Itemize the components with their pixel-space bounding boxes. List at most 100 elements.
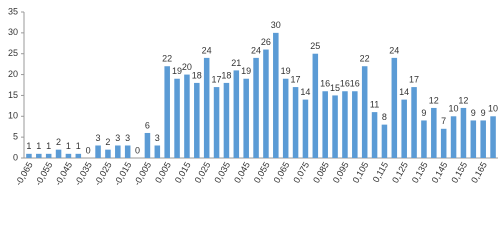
x-tick-label: 0,095 [331,160,351,185]
data-label: 14 [399,87,409,97]
bar [253,57,259,159]
bar [203,57,210,159]
x-tick-label: 0,085 [311,160,331,185]
bar [26,153,32,158]
bar [490,116,496,158]
bar [342,91,348,158]
bar [381,124,388,158]
x-tick-label: -0,065 [13,160,34,187]
data-label: 9 [471,108,476,118]
data-label: 3 [115,133,120,143]
bar [440,128,447,158]
bar [174,78,180,158]
data-label: 30 [271,20,281,30]
data-label: 18 [192,70,202,80]
data-label: 15 [330,83,340,93]
data-label: 24 [389,45,399,55]
bar [361,66,368,158]
y-tick-label: 35 [8,6,18,16]
x-tick-label: -0,055 [33,160,54,187]
bar [431,107,437,158]
data-label: 8 [382,112,387,122]
bar [322,91,328,158]
bar [45,153,52,158]
bar [36,153,42,158]
bar [184,74,190,158]
x-tick-label: 0,015 [173,160,193,185]
data-label: 9 [421,108,426,118]
x-tick-label: 0,075 [291,160,311,185]
y-tick-label: 15 [8,90,18,100]
bar [411,87,417,158]
x-tick-label: -0,025 [92,160,113,187]
y-tick-label: 30 [8,27,18,37]
x-tick-label: 0,045 [232,160,252,185]
bar [312,53,319,158]
bar [302,99,309,158]
data-label: 12 [458,95,468,105]
bar [480,120,486,158]
y-tick-label: 5 [13,132,18,142]
data-label: 12 [429,95,439,105]
bar [332,95,338,158]
data-label: 11 [370,99,379,109]
bar [75,153,82,158]
data-label: 17 [291,74,301,84]
data-label: 10 [488,104,498,114]
bar [95,145,101,158]
x-tick-label: 0,125 [390,160,410,185]
bar [292,87,299,158]
data-label: 24 [202,45,212,55]
data-label: 17 [212,74,222,84]
data-label: 24 [251,45,261,55]
data-label: 3 [155,133,160,143]
data-label: 17 [409,74,419,84]
data-label: 19 [281,66,291,76]
bar [352,91,358,158]
data-label: 18 [221,70,231,80]
x-tick-label: 0,035 [212,160,232,185]
data-label: 6 [145,120,150,130]
data-label: 10 [449,104,459,114]
bar [460,107,467,158]
x-tick-label: -0,045 [53,160,74,187]
x-tick-label: 0,055 [252,160,272,185]
bar [65,153,72,158]
data-label: 1 [26,141,31,151]
data-label: 3 [96,133,101,143]
data-label: 22 [360,54,370,64]
bar [154,145,161,158]
data-label: 20 [182,62,192,72]
x-tick-label: -0,035 [73,160,94,187]
x-tick-label: 0,105 [351,160,371,185]
data-label: 16 [320,79,330,89]
data-label: 0 [135,145,140,155]
x-tick-label: 0,025 [193,160,213,185]
y-tick-label: 0 [13,152,18,162]
y-tick-label: 10 [8,111,18,121]
data-label: 2 [56,137,61,147]
bar [401,99,407,158]
bar [263,49,269,158]
data-label: 22 [162,54,172,64]
data-label: 1 [76,141,81,151]
data-label: 25 [310,41,320,51]
data-label: 19 [241,66,251,76]
data-label: 7 [441,116,446,126]
bar [391,57,398,159]
bar [124,145,131,158]
x-tick-label: 0,065 [272,160,292,185]
data-label: 21 [231,58,241,68]
x-tick-label: 0,115 [371,160,391,184]
y-tick-label: 25 [8,48,18,58]
bar [470,120,477,158]
bar [223,82,230,158]
bar [194,82,200,158]
bar [105,149,111,158]
x-tick-label: 0,005 [153,160,173,185]
x-tick-label: 0,155 [449,160,469,185]
data-label: 14 [300,87,310,97]
data-label: 3 [125,133,130,143]
data-label: 26 [261,37,271,47]
